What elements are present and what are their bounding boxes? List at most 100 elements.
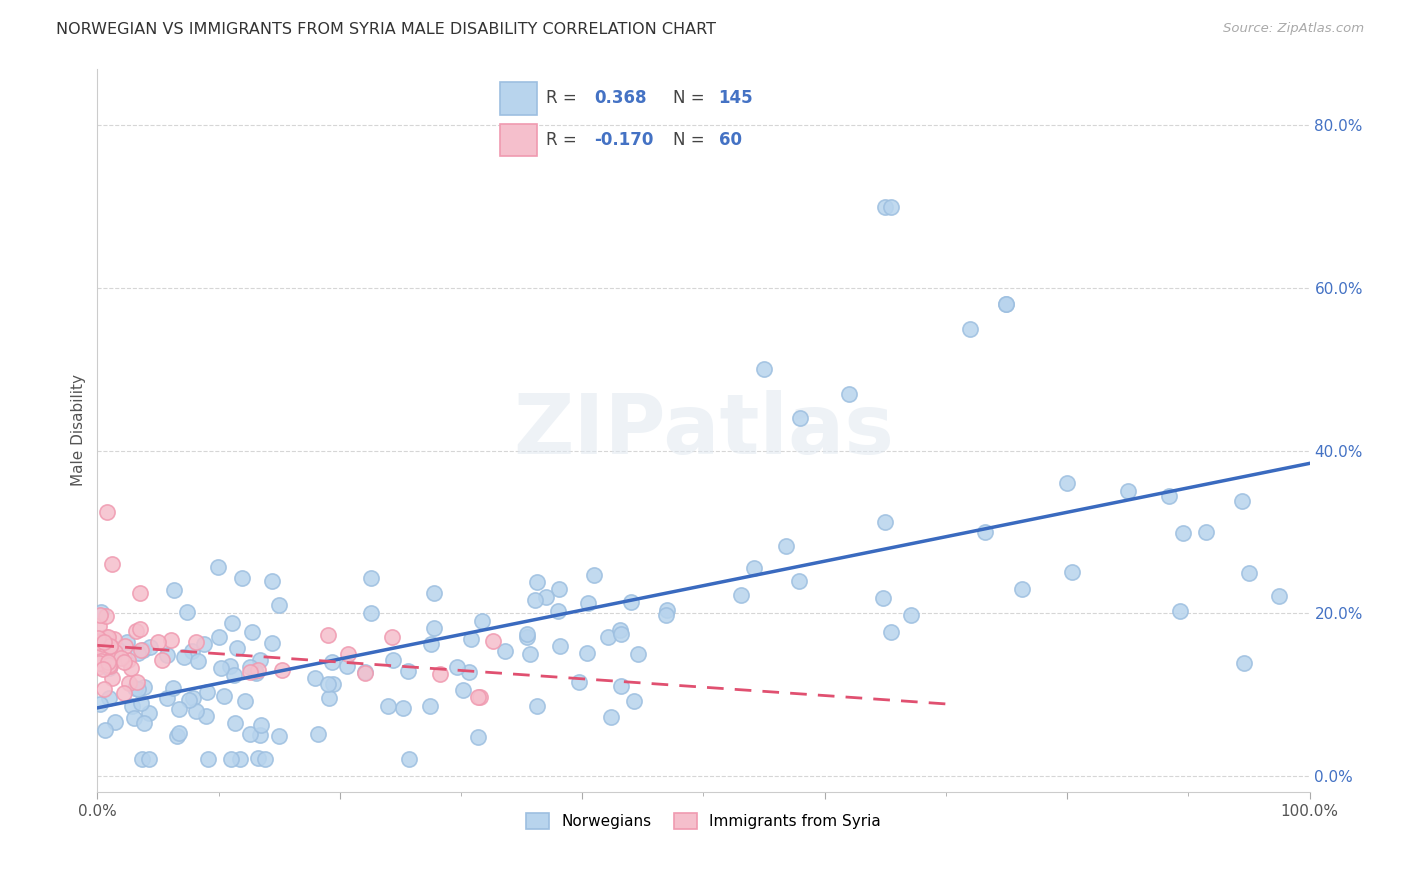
Point bbox=[381, 630, 404, 644]
Point bbox=[91, 655, 114, 669]
Point bbox=[995, 297, 1018, 311]
Point bbox=[100, 639, 122, 653]
Point bbox=[269, 729, 291, 743]
Point bbox=[872, 591, 894, 606]
Point bbox=[177, 692, 200, 706]
Point bbox=[218, 659, 240, 673]
Point bbox=[148, 635, 170, 649]
Point bbox=[156, 648, 179, 663]
Point bbox=[224, 668, 246, 682]
Point bbox=[166, 729, 188, 743]
Y-axis label: Male Disability: Male Disability bbox=[72, 375, 86, 486]
Point bbox=[214, 689, 236, 703]
Point bbox=[1056, 476, 1078, 491]
Point bbox=[360, 606, 382, 620]
Point bbox=[600, 710, 623, 724]
Point bbox=[91, 637, 114, 651]
Point bbox=[1171, 525, 1194, 540]
Point bbox=[583, 567, 606, 582]
Point bbox=[974, 525, 997, 540]
Point bbox=[97, 639, 120, 653]
Point bbox=[336, 659, 359, 673]
Point bbox=[207, 559, 229, 574]
Point bbox=[104, 644, 127, 658]
Point bbox=[98, 639, 121, 653]
Point bbox=[547, 604, 569, 618]
Point bbox=[128, 586, 150, 600]
Point bbox=[316, 677, 339, 691]
Point bbox=[93, 643, 115, 657]
Point bbox=[132, 642, 155, 657]
Point bbox=[243, 664, 266, 678]
Point bbox=[103, 632, 125, 646]
Point bbox=[995, 297, 1018, 311]
Point bbox=[959, 321, 981, 335]
Point bbox=[139, 640, 162, 655]
Point bbox=[89, 697, 111, 711]
Point bbox=[197, 752, 219, 766]
Point bbox=[134, 680, 156, 694]
Point bbox=[96, 504, 118, 518]
Point bbox=[209, 661, 232, 675]
Point bbox=[446, 660, 468, 674]
Point bbox=[467, 690, 489, 704]
Point bbox=[105, 641, 128, 656]
Point bbox=[98, 657, 121, 672]
Point bbox=[89, 607, 111, 622]
Point bbox=[775, 539, 797, 553]
Point bbox=[655, 608, 678, 623]
Point bbox=[242, 624, 264, 639]
Point bbox=[610, 679, 633, 693]
Point bbox=[467, 730, 489, 744]
Point bbox=[516, 627, 538, 641]
Point bbox=[176, 606, 198, 620]
Point bbox=[131, 643, 153, 657]
Point bbox=[125, 624, 148, 639]
Point bbox=[112, 686, 135, 700]
Point bbox=[96, 609, 118, 624]
Point bbox=[1233, 657, 1256, 671]
Point bbox=[254, 752, 277, 766]
Point bbox=[194, 709, 217, 723]
Point bbox=[246, 751, 269, 765]
Point bbox=[132, 716, 155, 731]
Point bbox=[318, 628, 340, 642]
Point bbox=[249, 728, 271, 742]
Point bbox=[392, 701, 415, 715]
Point bbox=[262, 574, 284, 588]
Point bbox=[239, 660, 262, 674]
Point bbox=[271, 663, 294, 677]
Point bbox=[470, 690, 492, 704]
Point bbox=[112, 655, 135, 669]
Point bbox=[470, 614, 492, 628]
Point bbox=[89, 643, 111, 657]
Point bbox=[208, 630, 231, 644]
Point bbox=[451, 682, 474, 697]
Legend: Norwegians, Immigrants from Syria: Norwegians, Immigrants from Syria bbox=[520, 806, 887, 835]
Point bbox=[117, 653, 139, 667]
Text: NORWEGIAN VS IMMIGRANTS FROM SYRIA MALE DISABILITY CORRELATION CHART: NORWEGIAN VS IMMIGRANTS FROM SYRIA MALE … bbox=[56, 22, 716, 37]
Point bbox=[94, 630, 117, 644]
Point bbox=[627, 647, 650, 661]
Point bbox=[307, 727, 329, 741]
Point bbox=[420, 637, 443, 651]
Point bbox=[118, 676, 141, 690]
Point bbox=[422, 621, 444, 635]
Point bbox=[186, 704, 208, 718]
Point bbox=[94, 723, 117, 738]
Point bbox=[122, 711, 145, 725]
Point bbox=[163, 582, 186, 597]
Point bbox=[516, 630, 538, 644]
Point bbox=[186, 634, 208, 648]
Point bbox=[195, 685, 218, 699]
Point bbox=[89, 653, 111, 667]
Point bbox=[121, 698, 143, 713]
Point bbox=[787, 574, 810, 588]
Point bbox=[87, 659, 110, 673]
Point bbox=[138, 752, 160, 766]
Point bbox=[354, 666, 377, 681]
Point bbox=[526, 698, 548, 713]
Point bbox=[494, 643, 516, 657]
Point bbox=[89, 657, 111, 671]
Point bbox=[124, 681, 146, 695]
